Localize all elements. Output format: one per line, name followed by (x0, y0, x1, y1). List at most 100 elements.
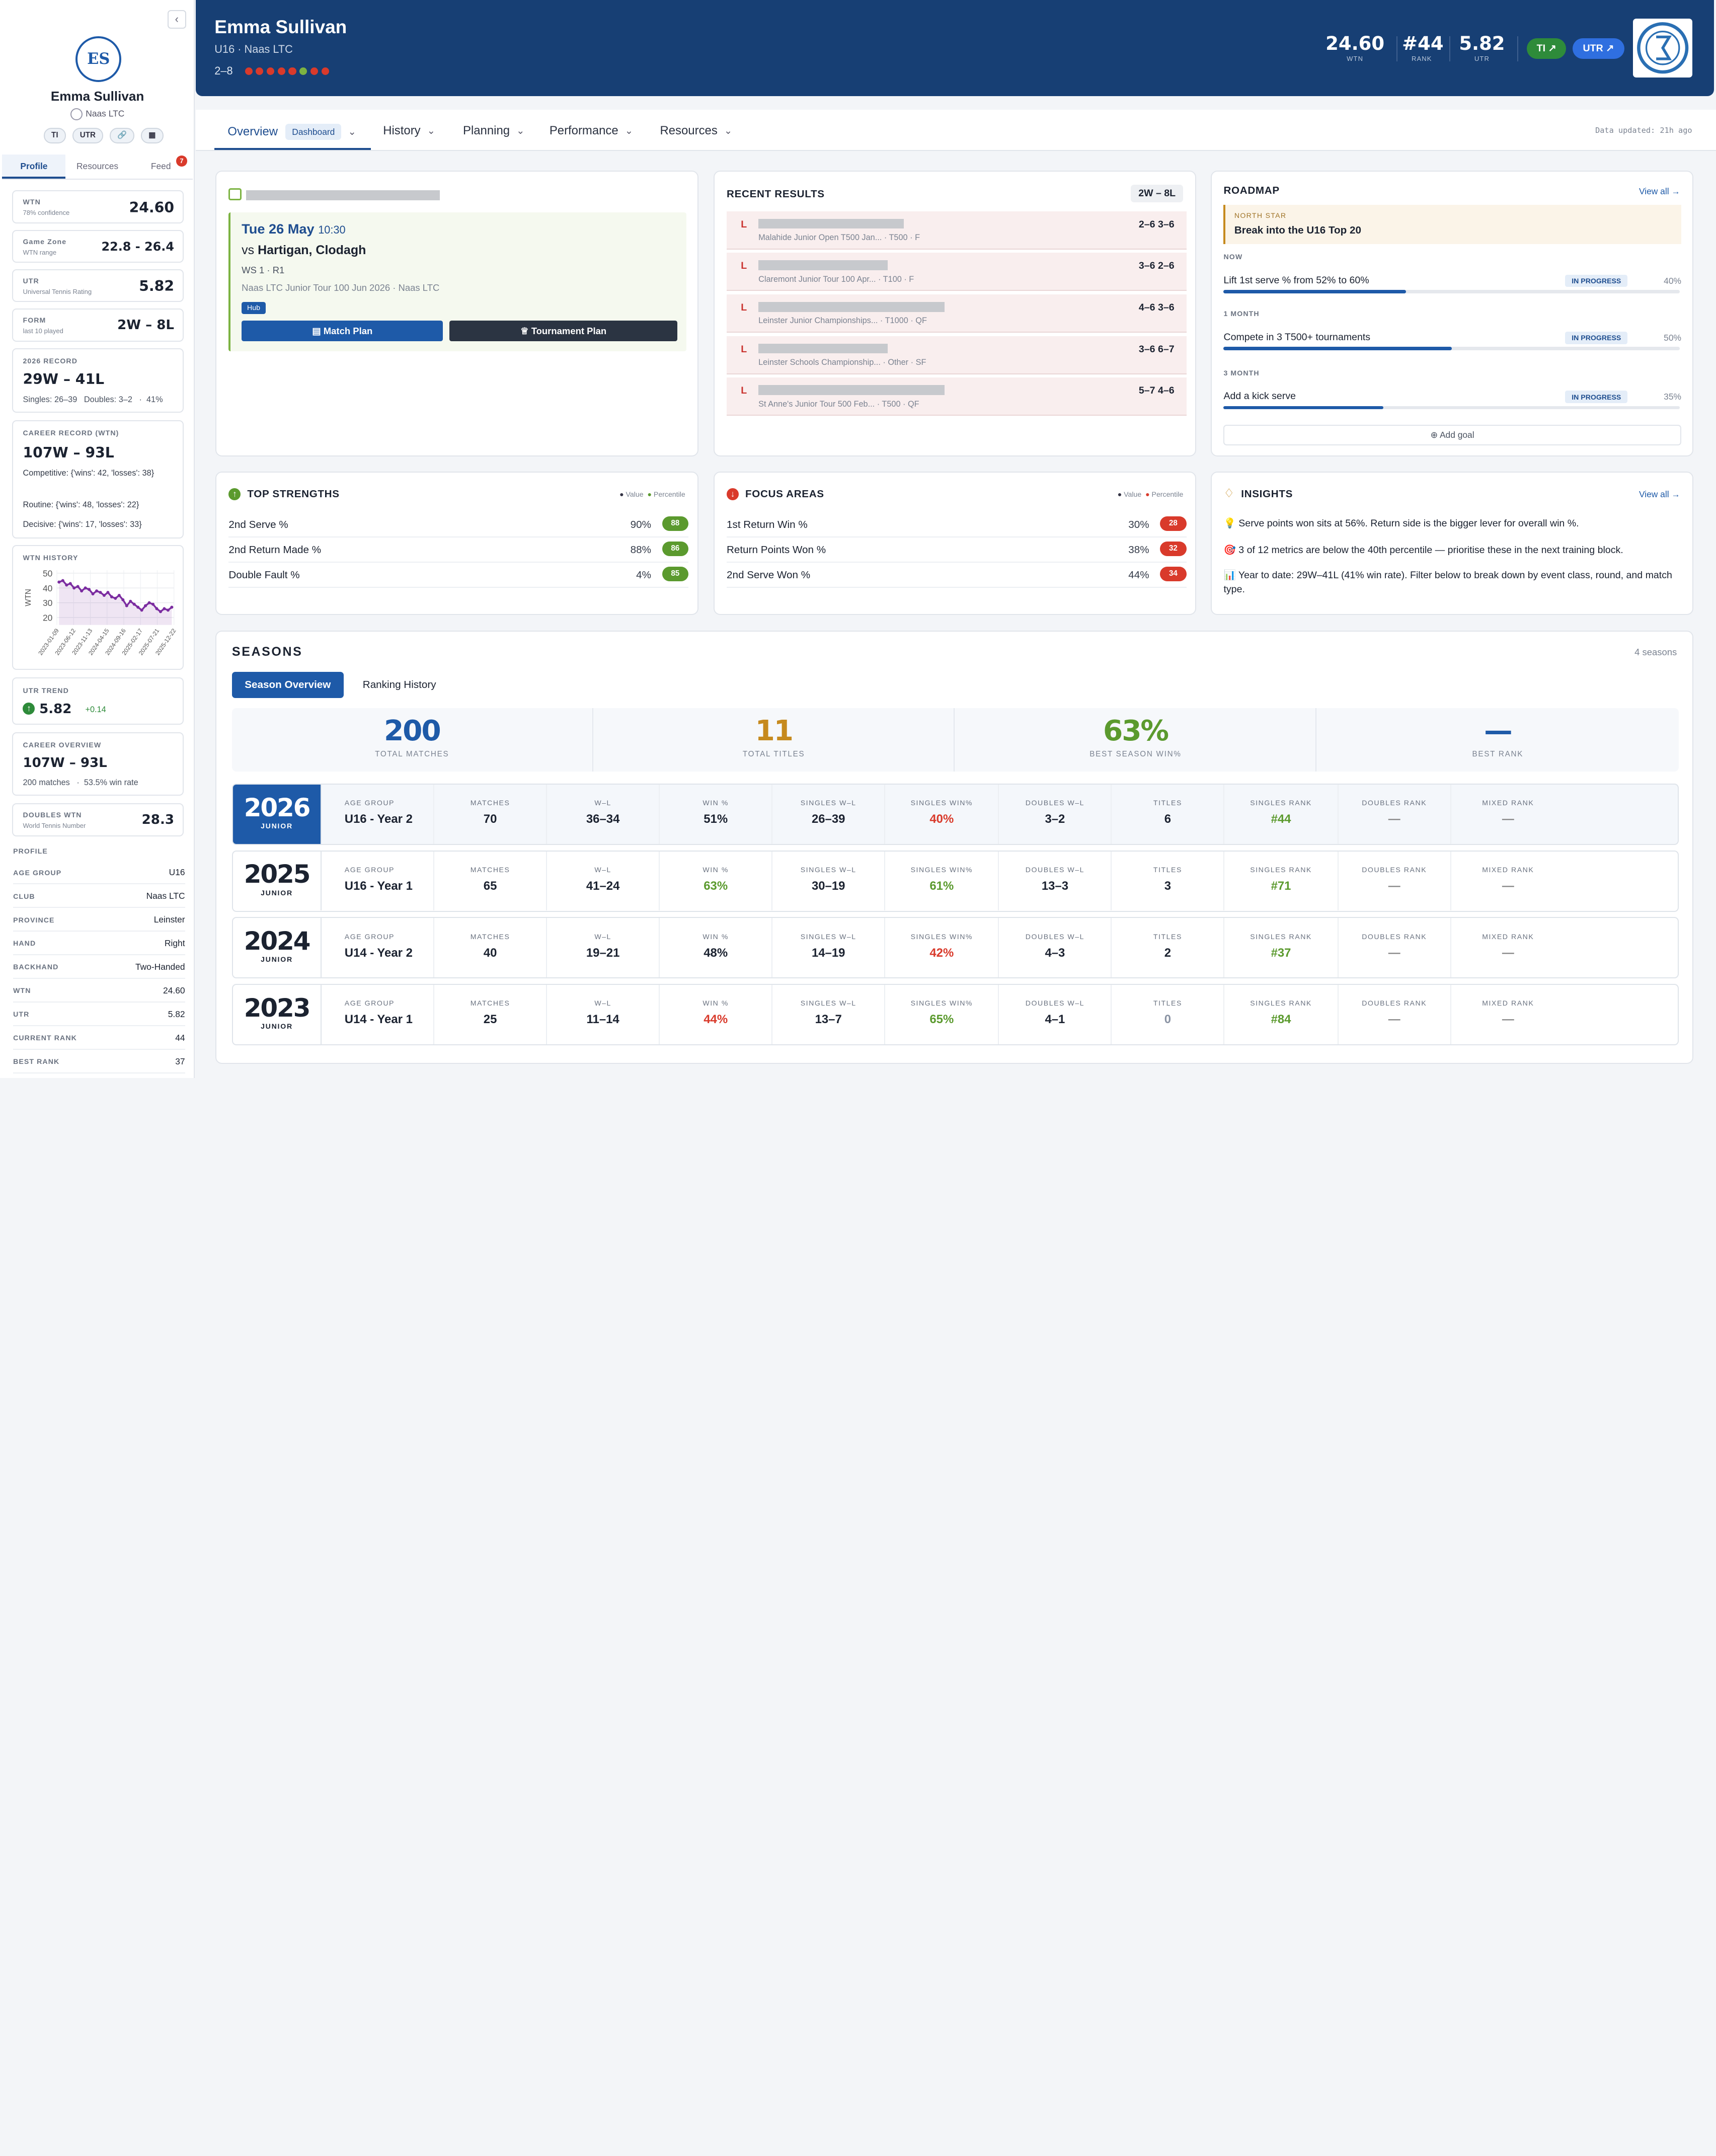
season-cell: MIXED RANK — (1451, 985, 1565, 1044)
season-cell: WIN % 44% (660, 985, 773, 1044)
career-record-label: CAREER RECORD (WTN) (23, 429, 119, 437)
result-row[interactable]: L Claremont Junior Tour 100 Apr... · T100… (727, 253, 1187, 291)
summary-stat: 63% BEST SEASON WIN% (956, 708, 1317, 772)
ti-profile-button[interactable]: TI ↗ (1527, 38, 1567, 59)
nav-performance[interactable]: Performance ⌄ (550, 124, 633, 138)
season-row[interactable]: 2025 JUNIOR AGE GROUP U16 - Year 1 MATCHES 65… (231, 850, 1679, 912)
insights-view-all-link[interactable]: View all → (1639, 489, 1680, 500)
season-col-label: SINGLES W–L (800, 799, 856, 807)
tab-feed[interactable]: Feed 7 (129, 155, 193, 179)
roadmap-goal[interactable]: Add a kick serve (1223, 391, 1296, 402)
wtn-point (125, 604, 128, 607)
season-col-label: WIN % (703, 866, 729, 874)
nav-overview[interactable]: Overview Dashboard ⌄ (227, 123, 356, 140)
add-goal-button[interactable]: ⊕ Add goal (1223, 424, 1681, 446)
season-col-value: 70 (483, 812, 497, 826)
legend-percentile: Percentile (1151, 490, 1184, 499)
season-col-value: — (1388, 946, 1400, 960)
season-col-label: SINGLES WIN% (910, 999, 973, 1008)
summary-stat: 11 TOTAL TITLES (594, 708, 955, 772)
lightbulb-icon: ♢ (1223, 486, 1234, 500)
profile-value: U16 (169, 867, 185, 878)
link-icon[interactable]: 🔗 (110, 128, 135, 143)
result-row[interactable]: L Leinster Schools Championship... · Othe… (727, 336, 1187, 374)
tab-ranking-history[interactable]: Ranking History (362, 679, 436, 691)
profile-value: Leinster (153, 914, 185, 925)
nav-planning[interactable]: Planning ⌄ (463, 124, 525, 138)
form-dot (321, 67, 329, 75)
season-col-label: AGE GROUP (344, 799, 395, 807)
sidebar: ‹ ES Emma Sullivan Naas LTC TI UTR 🔗 ▦ P… (0, 0, 195, 1079)
season-col-label: TITLES (1153, 999, 1182, 1008)
result-row[interactable]: L St Anne's Junior Tour 500 Feb... · T500… (727, 377, 1187, 416)
roadmap-view-all-link[interactable]: View all → (1639, 186, 1680, 196)
insights-title: INSIGHTS (1241, 488, 1293, 500)
season-cell: DOUBLES W–L 13–3 (999, 851, 1112, 911)
tab-profile[interactable]: Profile (2, 154, 66, 179)
metric-name: 2nd Return Made % (228, 544, 322, 556)
season-row[interactable]: 2026 JUNIOR AGE GROUP U16 - Year 2 MATCHES 70… (231, 784, 1679, 845)
tournament-plan-button[interactable]: ♕ Tournament Plan (449, 321, 677, 342)
profile-key: BEST RANK (13, 1057, 60, 1066)
utr-card: UTR Universal Tennis Rating 5.82 (12, 269, 184, 302)
form-value: 2W – 8L (117, 317, 174, 333)
season-cell: SINGLES W–L 26–39 (772, 785, 886, 844)
wtn-point (72, 586, 76, 590)
collapse-sidebar-button[interactable]: ‹ (167, 10, 186, 29)
doubles-wtn-sub: World Tennis Number (23, 822, 86, 830)
ti-link-chip[interactable]: TI (44, 128, 66, 143)
match-plan-button[interactable]: ▤ Match Plan (242, 321, 443, 342)
wtn-point (117, 593, 121, 597)
header-wtn-stat: 24.60 WTN (1324, 33, 1386, 62)
result-row[interactable]: L Leinster Junior Championships... · T100… (727, 294, 1187, 333)
season-cell: AGE GROUP U14 - Year 1 (322, 985, 435, 1044)
chevron-down-icon: ⌄ (516, 125, 525, 136)
season-col-label: TITLES (1153, 799, 1182, 807)
tab-resources[interactable]: Resources (76, 161, 119, 171)
tab-season-overview[interactable]: Season Overview (231, 672, 344, 699)
career-competitive: Competitive: {'wins': 42, 'losses': 38} (23, 468, 154, 478)
match-time: 10:30 (318, 223, 346, 237)
doubles-wtn-card: DOUBLES WTN World Tennis Number 28.3 (12, 803, 184, 836)
season-type: JUNIOR (261, 822, 293, 830)
hub-button[interactable]: Hub (242, 302, 266, 315)
season-col-value: 4–1 (1045, 1013, 1065, 1027)
nav-resources[interactable]: Resources ⌄ (660, 124, 733, 138)
qr-code-icon[interactable]: ▦ (141, 128, 164, 143)
profile-value: Naas LTC (146, 891, 185, 901)
season-col-label: DOUBLES W–L (1025, 866, 1085, 874)
season-col-label: MATCHES (470, 932, 510, 941)
season-year-value: 2024 (244, 926, 311, 956)
summary-label: TOTAL TITLES (742, 749, 805, 758)
season-col-value: 48% (704, 946, 728, 960)
season-cell: SINGLES W–L 14–19 (772, 918, 886, 977)
season-row[interactable]: 2023 JUNIOR AGE GROUP U14 - Year 1 MATCHES 25… (231, 984, 1679, 1045)
player-name: Emma Sullivan (50, 89, 144, 104)
north-star-goal: Break into the U16 Top 20 (1234, 224, 1362, 236)
y-tick-label: 40 (43, 583, 52, 593)
match-date: Tue 26 May 10:30 (242, 221, 345, 237)
results-summary: 2W – 8L (1130, 185, 1184, 203)
header-wtn-label: WTN (1347, 54, 1364, 62)
goal-progress-fill (1223, 347, 1452, 350)
nav-history[interactable]: History ⌄ (383, 124, 435, 138)
result-row[interactable]: L Malahide Junior Open T500 Jan... · T500… (727, 211, 1187, 250)
utr-profile-button[interactable]: UTR ↗ (1573, 38, 1624, 59)
summary-label: BEST RANK (1472, 749, 1524, 758)
wtn-point (136, 605, 140, 609)
utr-link-chip[interactable]: UTR (72, 128, 104, 143)
goal-progress-pct: 35% (1664, 392, 1681, 402)
roadmap-goal[interactable]: Compete in 3 T500+ tournaments (1223, 331, 1371, 343)
season-cell: DOUBLES RANK — (1339, 985, 1451, 1044)
percentile-badge: 88 (662, 516, 688, 531)
season-col-value: U14 - Year 2 (344, 946, 413, 960)
roadmap-goal[interactable]: Lift 1st serve % from 52% to 60% (1223, 274, 1369, 286)
wtn-point (99, 591, 102, 594)
season-col-value: 41–24 (586, 879, 620, 893)
plus-icon: ⊕ (1430, 429, 1438, 440)
season-row[interactable]: 2024 JUNIOR AGE GROUP U14 - Year 2 MATCHES 40… (231, 917, 1679, 979)
result-outcome: L (741, 260, 747, 272)
wtn-point (147, 601, 151, 604)
season-col-value: 44% (704, 1013, 728, 1027)
metric-row: Double Fault % 4% 85 (228, 563, 688, 588)
